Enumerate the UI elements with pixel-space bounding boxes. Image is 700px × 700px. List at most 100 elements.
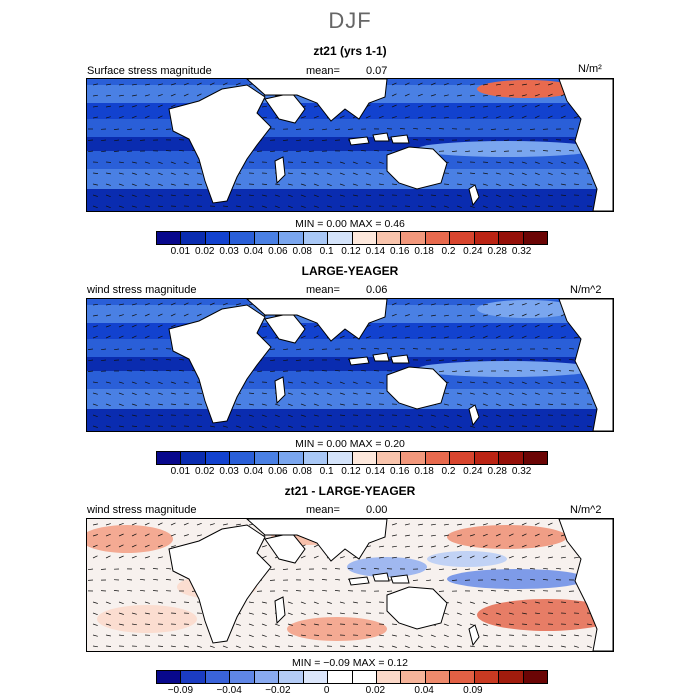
wind-arrow (464, 348, 471, 350)
wind-arrow (391, 325, 397, 328)
wind-arrow (521, 183, 527, 187)
wind-arrow (352, 205, 359, 207)
wind-arrow (300, 183, 306, 186)
wind-arrow (534, 414, 541, 416)
panel3-units: N/m^2 (570, 504, 602, 516)
wind-arrow (521, 205, 527, 208)
wind-arrow (586, 623, 592, 626)
colorbar-swatch (499, 671, 524, 683)
wind-arrow (105, 335, 111, 339)
wind-arrow (508, 303, 514, 306)
wind-arrow (378, 392, 385, 394)
wind-arrow (508, 555, 514, 559)
panel2-variable-label: wind stress magnitude (87, 284, 197, 296)
wind-arrow (313, 172, 319, 175)
continents (168, 299, 613, 431)
wind-arrow (126, 348, 133, 350)
wind-arrow (144, 115, 150, 119)
wind-arrow (326, 381, 332, 385)
wind-arrow (495, 116, 501, 119)
wind-arrow (430, 105, 436, 108)
wind-arrow (495, 172, 501, 175)
wind-arrow (365, 403, 372, 405)
wind-arrow (469, 116, 475, 119)
wind-arrow (560, 172, 566, 175)
panel1-variable-label: Surface stress magnitude (87, 65, 212, 77)
wind-arrow (469, 205, 475, 209)
wind-arrow (170, 392, 176, 395)
wind-arrow (391, 623, 398, 625)
wind-arrow (391, 545, 397, 548)
wind-arrow (478, 150, 484, 153)
wind-arrow (261, 403, 267, 406)
wind-arrow (118, 324, 124, 328)
wind-arrow (508, 612, 514, 615)
wind-arrow (170, 172, 176, 175)
wind-arrow (508, 335, 514, 339)
stress-band (87, 169, 613, 189)
panel1-colorbar-ticks: 0.01 0.02 0.03 0.04 0.06 0.08 0.1 0.12 0.14 0.16 0… (156, 246, 546, 260)
wind-arrow (430, 523, 436, 526)
wind-arrow (157, 183, 163, 186)
wind-arrow (105, 414, 111, 417)
wind-arrow (118, 381, 124, 384)
wind-arrow (326, 194, 332, 197)
wind-arrow (352, 172, 358, 176)
wind-arrow (92, 425, 98, 428)
wind-arrow (92, 194, 98, 197)
colorbar-tick-label: 0.12 (341, 246, 361, 257)
wind-arrow (521, 392, 527, 395)
wind-arrow (287, 392, 293, 395)
wind-arrow (92, 172, 99, 174)
wind-arrow (170, 313, 176, 317)
wind-arrow (339, 414, 346, 416)
wind-arrow (360, 369, 367, 372)
wind-arrow (430, 336, 436, 339)
wind-arrow (144, 205, 150, 208)
wind-arrow (482, 414, 488, 417)
wind-arrow (560, 381, 566, 384)
wind-arrow (387, 149, 393, 152)
wind-arrow (287, 183, 293, 186)
wind-arrow (547, 645, 553, 648)
wind-arrow (313, 105, 319, 108)
anomaly-patch (447, 525, 567, 549)
panel2-units: N/m^2 (570, 284, 602, 296)
wind-arrow (547, 161, 553, 165)
wind-arrow (534, 556, 540, 559)
wind-arrow (508, 183, 514, 187)
wind-arrow (469, 601, 475, 604)
wind-arrow (178, 370, 185, 372)
anomaly-patch (477, 599, 613, 631)
wind-arrow (88, 150, 94, 153)
wind-arrow (326, 392, 332, 396)
wind-arrow (170, 403, 177, 405)
wind-arrow (495, 522, 501, 526)
africa-landmass (168, 304, 272, 424)
panel3-colorbar-ticks: −0.09 −0.04 −0.02 0 0.02 0.04 0.09 (156, 685, 546, 699)
wind-arrow (313, 634, 320, 636)
wind-arrow (443, 183, 450, 185)
wind-arrow (170, 601, 176, 604)
wind-arrow (469, 544, 475, 548)
wind-arrow (235, 403, 242, 406)
wind-arrow (491, 348, 497, 351)
wind-arrow (196, 634, 202, 637)
wind-arrow (295, 359, 302, 361)
wind-arrow (339, 601, 345, 604)
wind-arrow (222, 82, 228, 86)
wind-arrow (235, 414, 241, 417)
wind-arrow (469, 105, 475, 108)
colorbar-swatch (450, 452, 475, 464)
wind-arrow (517, 128, 523, 131)
wind-arrow (469, 94, 475, 97)
wind-arrow (443, 545, 449, 548)
wind-arrow (547, 556, 553, 559)
wind-arrow (456, 601, 462, 604)
wind-arrow (334, 568, 341, 570)
wind-arrow (118, 634, 125, 637)
panel2-mean-label: mean= (306, 284, 340, 296)
wind-arrow (118, 555, 124, 559)
wind-arrow (144, 392, 150, 395)
wind-arrow (547, 403, 554, 405)
